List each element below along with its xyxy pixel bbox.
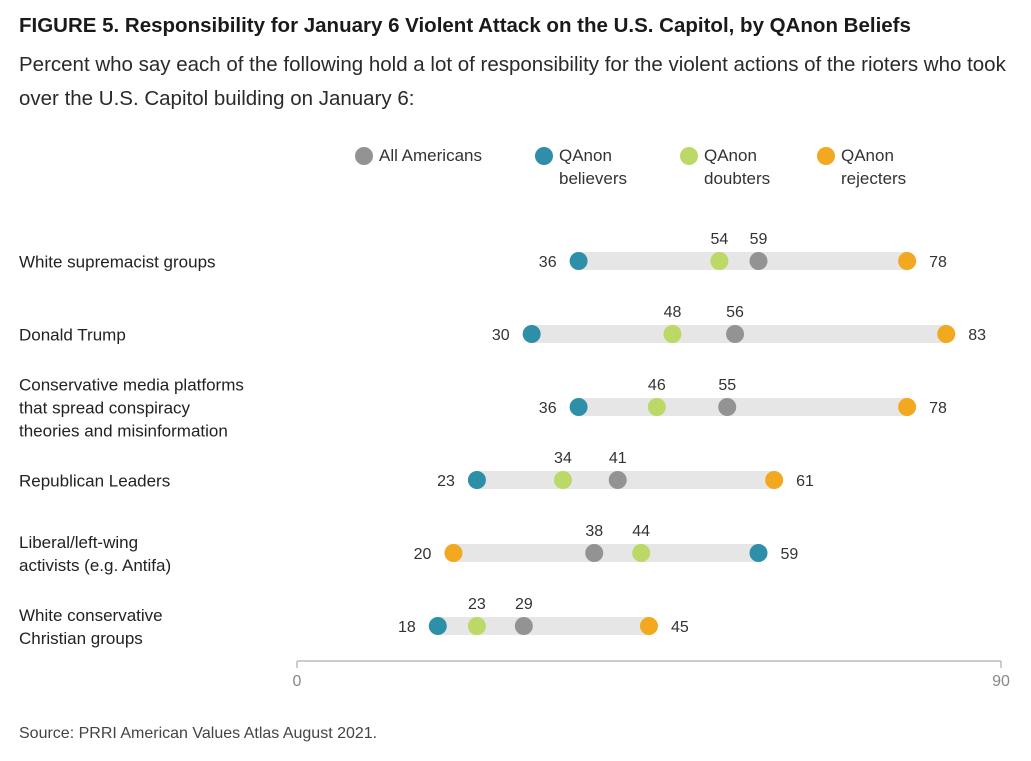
data-label: 46	[648, 377, 666, 394]
x-tick-label: 90	[992, 673, 1010, 690]
data-dot	[663, 325, 682, 343]
data-label: 78	[929, 254, 947, 271]
row-label-donald-trump: Donald Trump	[19, 325, 126, 345]
data-dot	[898, 252, 917, 270]
data-label: 45	[671, 619, 689, 636]
data-label: 55	[718, 377, 736, 394]
data-label: 48	[664, 304, 682, 321]
legend-swatch-rejecters	[817, 147, 835, 165]
source-note: Source: PRRI American Values Atlas Augus…	[19, 725, 378, 742]
legend-label-rejecters: QAnon rejecters	[841, 146, 907, 188]
data-dot	[467, 617, 486, 635]
row-label-conservative-media: Conservative media platforms that spread…	[19, 375, 244, 441]
legend-item-believers: QAnon believers	[535, 144, 680, 190]
data-dot	[522, 325, 541, 343]
data-dot	[749, 544, 768, 562]
data-label: 38	[585, 523, 603, 540]
data-label: 23	[468, 596, 486, 613]
data-label: 59	[750, 231, 768, 248]
data-label: 41	[609, 450, 627, 467]
data-dot	[749, 252, 768, 270]
row-label-white-supremacist: White supremacist groups	[19, 252, 216, 272]
data-label: 56	[726, 304, 744, 321]
data-label: 44	[632, 523, 650, 540]
data-dot	[640, 617, 658, 635]
data-label: 59	[781, 546, 799, 563]
data-dot	[585, 544, 604, 562]
data-dot	[444, 544, 463, 562]
row-label-white-conservative-christian: White conservative Christian groups	[19, 606, 163, 648]
data-dot	[718, 398, 737, 416]
row-label-liberal-activists: Liberal/left-wing activists (e.g. Antifa…	[19, 533, 172, 575]
row-label-republican-leaders: Republican Leaders	[19, 471, 171, 491]
data-label: 36	[539, 254, 557, 271]
data-dot	[765, 471, 784, 489]
data-label: 34	[554, 450, 572, 467]
legend-item-all-americans: All Americans	[355, 144, 535, 190]
legend-swatch-believers	[535, 147, 553, 165]
data-label: 61	[796, 473, 814, 490]
data-dot	[514, 617, 533, 635]
data-label: 20	[414, 546, 432, 563]
legend-swatch-all-americans	[355, 147, 373, 165]
data-label: 54	[711, 231, 729, 248]
data-dot	[569, 398, 588, 416]
data-label: 18	[398, 619, 416, 636]
data-dot	[428, 617, 447, 635]
data-dot	[569, 252, 588, 270]
legend-label-doubters: QAnon doubters	[704, 146, 771, 188]
data-dot	[647, 398, 666, 416]
data-dot	[710, 252, 729, 270]
data-label: 29	[515, 596, 533, 613]
data-dot	[898, 398, 917, 416]
data-dot	[632, 544, 651, 562]
legend-label-believers: QAnon believers	[559, 146, 628, 188]
legend-label-all-americans: All Americans	[379, 146, 482, 165]
data-label: 83	[968, 327, 986, 344]
data-dot	[553, 471, 572, 489]
data-label: 78	[929, 400, 947, 417]
data-dot	[726, 325, 745, 343]
figure-subtitle: Percent who say each of the following ho…	[19, 53, 1006, 110]
data-dot	[608, 471, 627, 489]
legend: All Americans QAnon believers QAnon doub…	[355, 144, 937, 190]
x-tick-label: 0	[293, 673, 302, 690]
data-label: 30	[492, 327, 510, 344]
data-label: 36	[539, 400, 557, 417]
data-dot	[937, 325, 956, 343]
figure-title: FIGURE 5. Responsibility for January 6 V…	[19, 14, 911, 37]
legend-item-rejecters: QAnon rejecters	[817, 144, 937, 190]
data-dot	[467, 471, 486, 489]
data-label: 23	[437, 473, 455, 490]
legend-swatch-doubters	[680, 147, 698, 165]
legend-item-doubters: QAnon doubters	[680, 144, 817, 190]
